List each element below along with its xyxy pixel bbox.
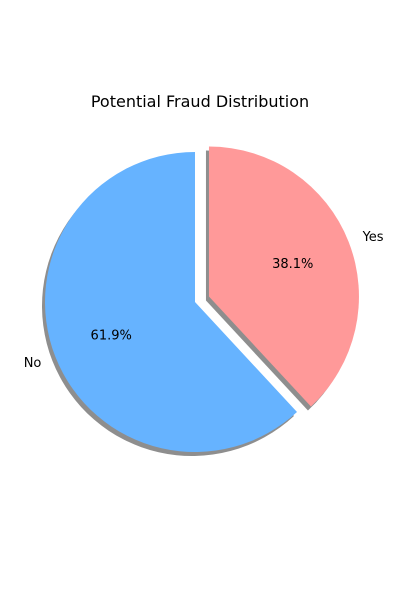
pie-slices — [45, 146, 359, 452]
pie-slice-no — [45, 152, 297, 452]
slice-label-no: No — [24, 356, 42, 371]
pct-label-no: 61.9% — [91, 328, 132, 343]
slice-label-yes: Yes — [362, 230, 384, 245]
pie-slice-yes — [208, 146, 359, 407]
pie-labels: No 61.9% Yes 38.1% — [24, 230, 384, 371]
chart-title: Potential Fraud Distribution — [91, 92, 309, 111]
pct-label-yes: 38.1% — [272, 257, 313, 272]
